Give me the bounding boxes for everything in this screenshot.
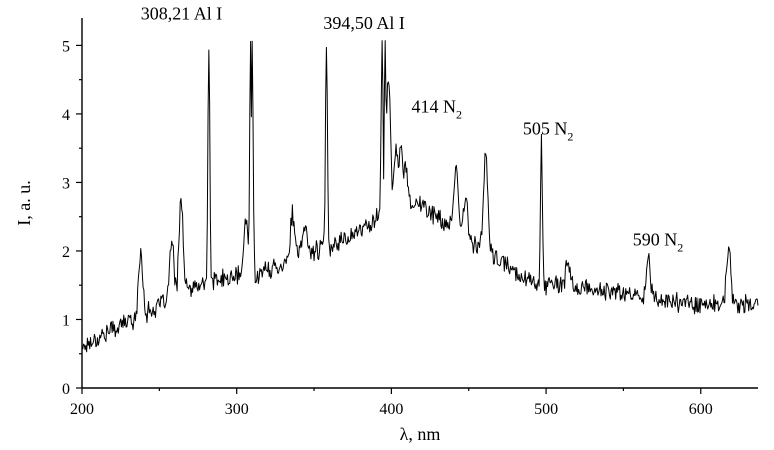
x-tick-label: 500 (534, 401, 558, 418)
y-tick-label: 1 (62, 312, 70, 329)
peak-label: 308,21 Al I (141, 3, 223, 23)
y-axis-title: I, a. u. (14, 180, 34, 225)
peak-label-subscript: 2 (567, 129, 573, 143)
peak-label-text: 308,21 Al I (141, 3, 223, 23)
peak-label: 414 N2 (411, 97, 462, 122)
x-tick-label: 600 (689, 401, 713, 418)
peak-label: 505 N2 (523, 118, 574, 143)
peak-label-text: 505 N (523, 118, 568, 138)
peak-label-text: 394,50 Al I (323, 13, 405, 33)
peak-label: 590 N2 (633, 229, 684, 254)
plot-area (81, 40, 759, 353)
ticks: 200 300 400 500 600 0 1 2 3 4 5 (62, 38, 713, 418)
x-axis-title: λ, nm (400, 424, 441, 444)
spectrum-series (81, 40, 759, 353)
x-tick-label: 300 (225, 401, 249, 418)
y-tick-label: 4 (62, 107, 70, 124)
y-tick-label: 2 (62, 244, 70, 261)
x-tick-label: 200 (70, 401, 94, 418)
peak-label-subscript: 2 (677, 240, 683, 254)
axis-labels: λ, nm I, a. u. (14, 180, 440, 444)
peak-label: 394,50 Al I (323, 13, 405, 33)
peak-label-text: 590 N (633, 229, 678, 249)
peak-label-text: 414 N (411, 97, 456, 117)
peak-label-subscript: 2 (456, 108, 462, 122)
x-tick-label: 400 (379, 401, 403, 418)
y-tick-label: 5 (62, 38, 70, 55)
y-tick-label: 0 (62, 381, 70, 398)
y-tick-label: 3 (62, 175, 70, 192)
